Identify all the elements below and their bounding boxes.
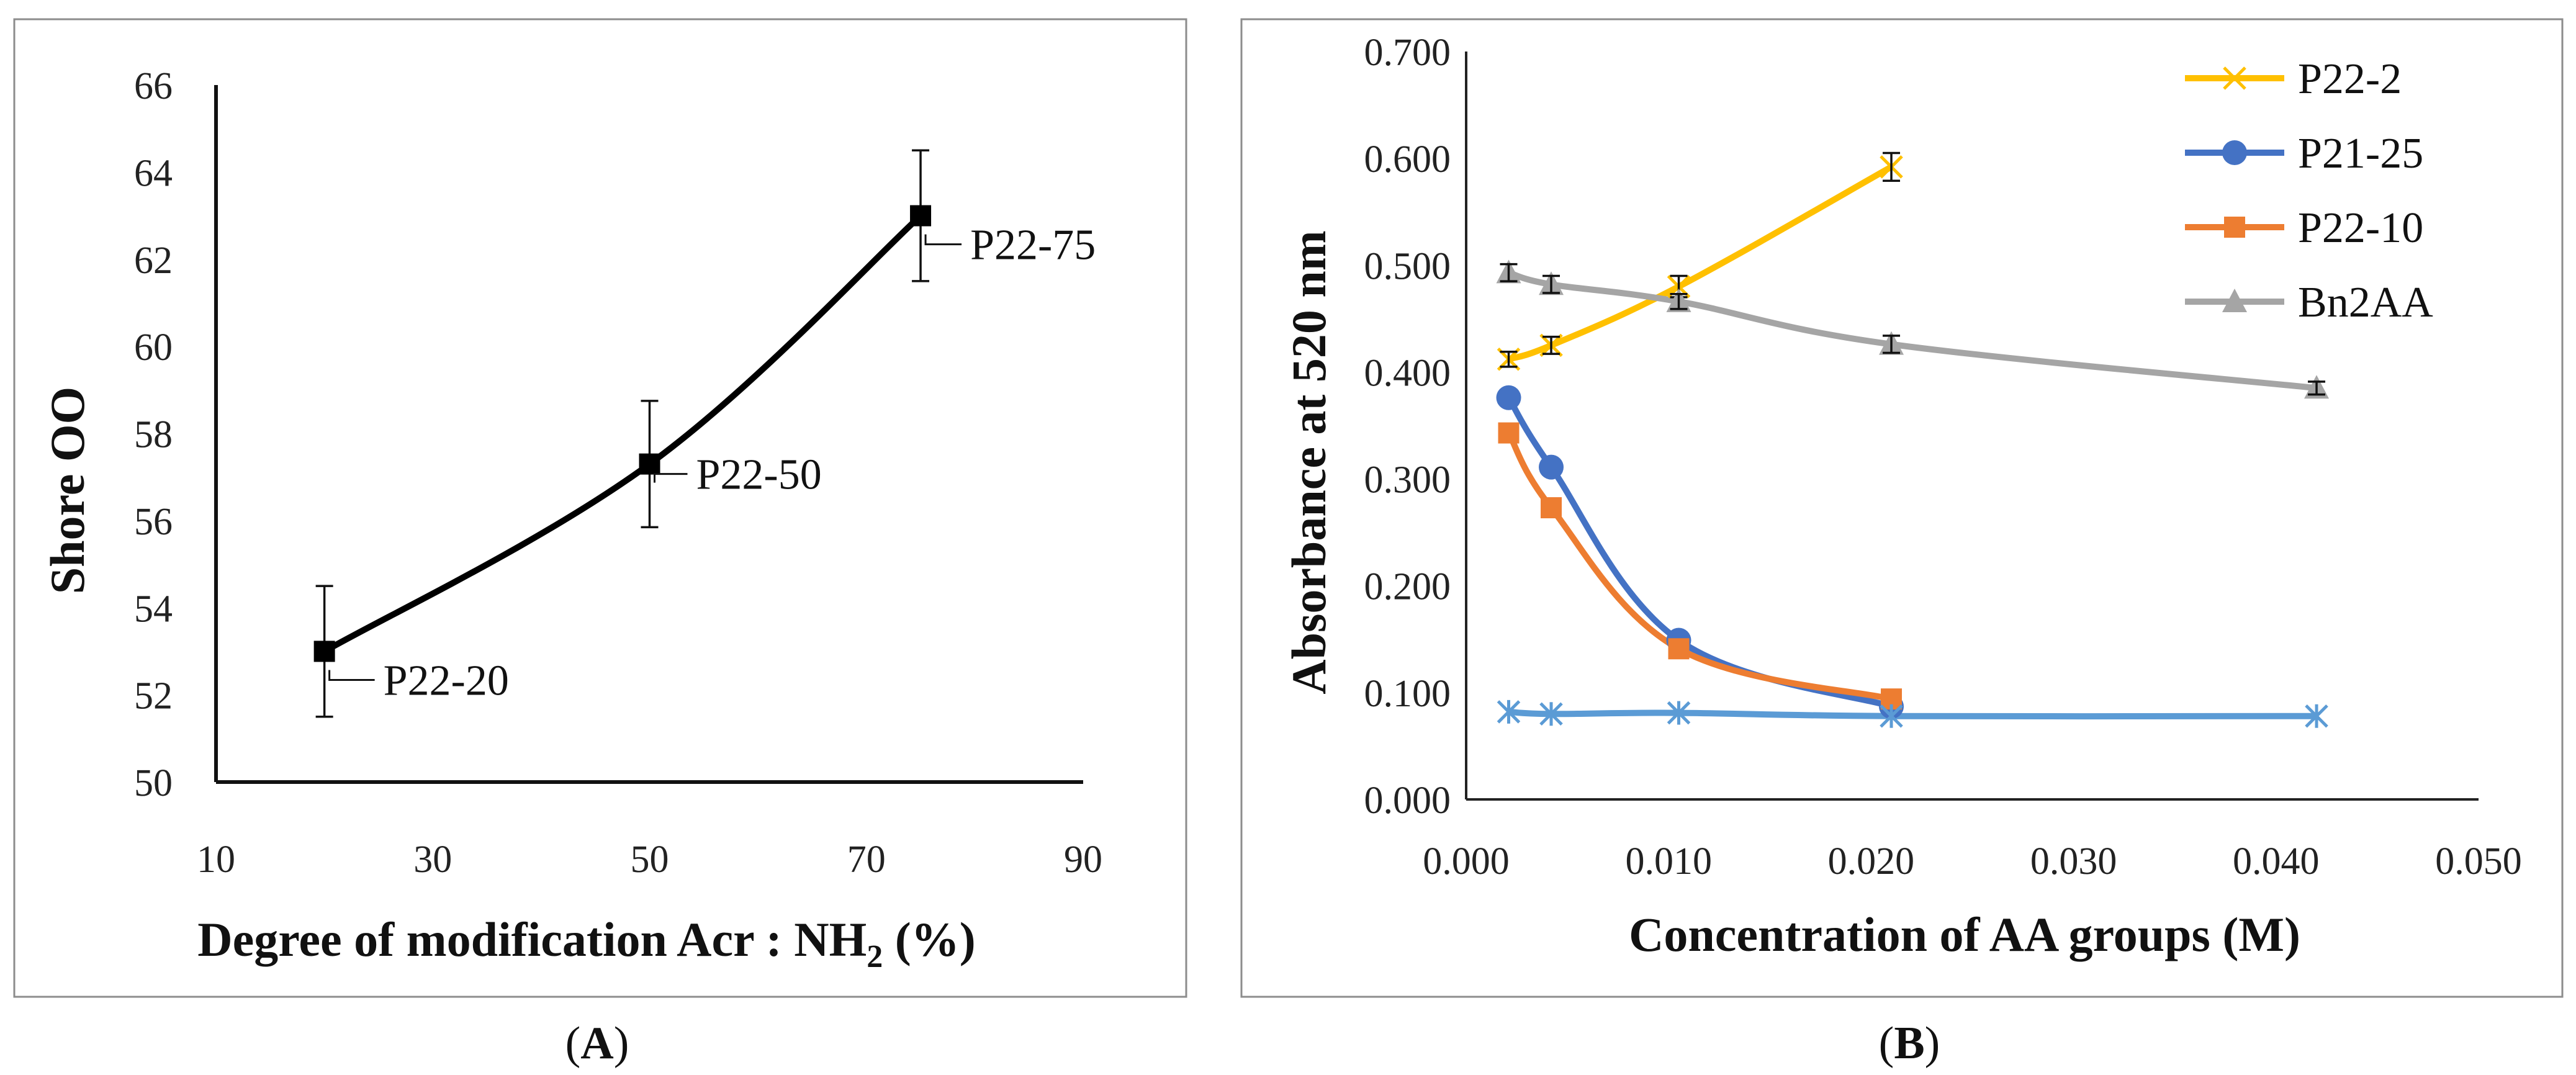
- panel-b-legend: P22-2 P21-25 P22-10 Bn2AA: [2185, 55, 2433, 326]
- legend-label: P22-10: [2298, 204, 2423, 252]
- panel-b-x-axis-label: Concentration of AA groups (M): [1629, 907, 2300, 961]
- panel-b-y-tick-label: 0.400: [1364, 352, 1451, 394]
- panel-a-label-leader: [328, 670, 375, 681]
- panel-b-data-point: [1667, 701, 1691, 725]
- panel-b-y-tick-label: 0.200: [1364, 566, 1451, 608]
- panel-a-data-label: P22-20: [384, 657, 509, 704]
- panel-b-data-point: [1539, 454, 1564, 480]
- panel-b-error-bar: [2308, 380, 2326, 396]
- legend-swatch-marker-stroke-b: [2223, 66, 2246, 90]
- panel-b-series-line-Bn2AA: [1508, 269, 2317, 392]
- panel-b-error-bar: [1883, 151, 1901, 182]
- panel-b-y-tick-label: 0.300: [1364, 459, 1451, 502]
- panel-b-series-line-baseline: [1508, 708, 2317, 720]
- panel-b-data-point: [1497, 699, 1521, 724]
- panel-b-data-point: [2305, 704, 2328, 728]
- panel-a-series-line: [323, 213, 923, 654]
- panel-a-y-tick-label: 62: [134, 240, 173, 282]
- panel-a-y-tick-label: 52: [134, 675, 173, 717]
- panel-a-x-axis-label: Degree of modification Acr : NH2 (%): [197, 912, 975, 974]
- panel-a-data-point: [313, 641, 335, 662]
- panel-a-y-axis-label: Shore OO: [40, 387, 94, 594]
- panel-b-data-point: [1539, 702, 1563, 726]
- panel-a-y-tick-label: 50: [134, 762, 173, 804]
- panel-b-x-tick-label: 0.010: [1625, 840, 1712, 883]
- panel-a-x-tick-label: 30: [413, 839, 452, 881]
- panel-a-x-tick-label: 70: [847, 839, 886, 881]
- panel-b-error-bar: [1542, 274, 1560, 294]
- panel-b-plot: 0.000 0.100 0.200 0.300 0.400 0.500 0.600 0.700…: [1364, 32, 2522, 883]
- legend-label: P22-2: [2298, 55, 2402, 103]
- legend-swatch-marker: [2223, 66, 2246, 90]
- panel-b-y-axis-label: Absorbance at 520 nm: [1282, 230, 1336, 695]
- panel-b-series-line-P22-2: [1507, 164, 1893, 362]
- panel-a-plot: 50 52 54 56 58 60 62 64 66 10 30 50 70 90 P22-20 P22-50…: [134, 65, 1102, 881]
- panel-b-series-line-P22-10: [1506, 431, 1893, 703]
- legend-label: P21-25: [2298, 130, 2423, 178]
- panel-b-data-point: [1496, 385, 1521, 410]
- panel-a-data-point: [910, 205, 932, 227]
- panel-b-x-tick-label: 0.050: [2435, 840, 2522, 883]
- panel-b-error-bar: [1542, 335, 1560, 355]
- panel-b-frame: [1240, 18, 2564, 998]
- panel-a-x-tick-label: 50: [631, 839, 669, 881]
- panel-b-error-bar: [1500, 263, 1518, 282]
- panel-a-label-leader: [924, 234, 962, 246]
- panel-a-data-label: P22-50: [696, 451, 822, 499]
- panel-a-y-tick-label: 56: [134, 501, 173, 543]
- panel-b-data-point: [1880, 704, 1903, 728]
- panel-a-data-point: [639, 453, 660, 475]
- legend-swatch-marker: [2224, 217, 2245, 238]
- legend-label: Bn2AA: [2298, 279, 2433, 326]
- panel-b-y-tick-label: 0.700: [1364, 32, 1451, 74]
- panel-b-y-tick-label: 0.600: [1364, 138, 1451, 181]
- panel-a-y-tick-label: 60: [134, 326, 173, 369]
- panel-a-x-tick-label: 10: [197, 839, 235, 881]
- legend-swatch-marker: [2222, 289, 2247, 312]
- panel-b-error-bar: [1670, 293, 1688, 310]
- panel-a-label-leader: [654, 473, 688, 483]
- panel-b-error-bar: [1883, 335, 1901, 354]
- panel-a-y-tick-label: 64: [134, 152, 173, 194]
- panel-b-y-tick-label: 0.100: [1364, 673, 1451, 715]
- panel-b-data-point: [1498, 422, 1520, 444]
- panel-b-error-bar: [1500, 350, 1518, 368]
- panel-b-x-tick-label: 0.000: [1423, 840, 1510, 883]
- panel-a-data-label: P22-75: [970, 222, 1096, 269]
- panel-a-caption: (A): [565, 1018, 629, 1069]
- panel-b-x-tick-label: 0.030: [2030, 840, 2117, 883]
- panel-b-y-tick-label: 0.500: [1364, 245, 1451, 287]
- panel-a-frame: [13, 18, 1187, 998]
- panel-b-x-tick-label: 0.040: [2233, 840, 2320, 883]
- panel-a-x-tick-label: 90: [1064, 839, 1102, 881]
- panel-b-caption: (B): [1879, 1018, 1940, 1069]
- panel-b-data-point: [1541, 497, 1562, 519]
- panel-a-y-tick-label: 58: [134, 414, 173, 456]
- panel-a-y-tick-label: 66: [134, 65, 173, 107]
- panel-b-y-tick-label: 0.000: [1364, 780, 1451, 822]
- panel-b-x-tick-label: 0.020: [1828, 840, 1915, 883]
- panel-a-y-tick-label: 54: [134, 588, 173, 630]
- panel-b-data-point: [1668, 638, 1690, 660]
- legend-swatch-marker: [2222, 140, 2247, 165]
